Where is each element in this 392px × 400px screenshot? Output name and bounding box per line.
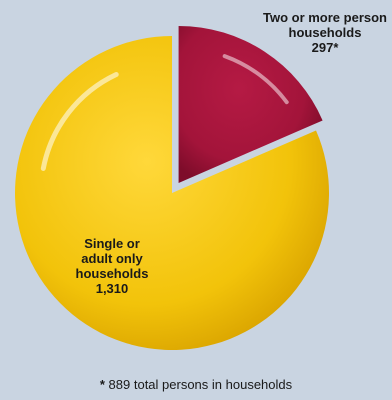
slice-label-line: adult only (81, 251, 143, 266)
slice-label-two-or-more-person: Two or more person households 297* (250, 10, 392, 55)
slice-label-line: households (288, 25, 362, 40)
slice-highlight (222, 54, 289, 105)
slice-highlight (40, 71, 119, 171)
footnote-marker: * (99, 377, 105, 392)
footnote-text: 889 total persons in households (108, 377, 293, 392)
pie-slice-single-adult-households (15, 36, 330, 350)
slice-label-line: households (75, 266, 149, 281)
slice-value-label: 297* (311, 40, 339, 55)
slice-label-line: Single or (84, 236, 140, 251)
slice-label-single-adult-only: Single or adult only households 1,310 (57, 236, 167, 296)
slice-value-label: 1,310 (95, 281, 129, 296)
pie-slice-two-or-more-person-households (178, 25, 323, 183)
footnote: * 889 total persons in households (0, 377, 392, 392)
slice-label-line: Two or more person (263, 10, 387, 25)
